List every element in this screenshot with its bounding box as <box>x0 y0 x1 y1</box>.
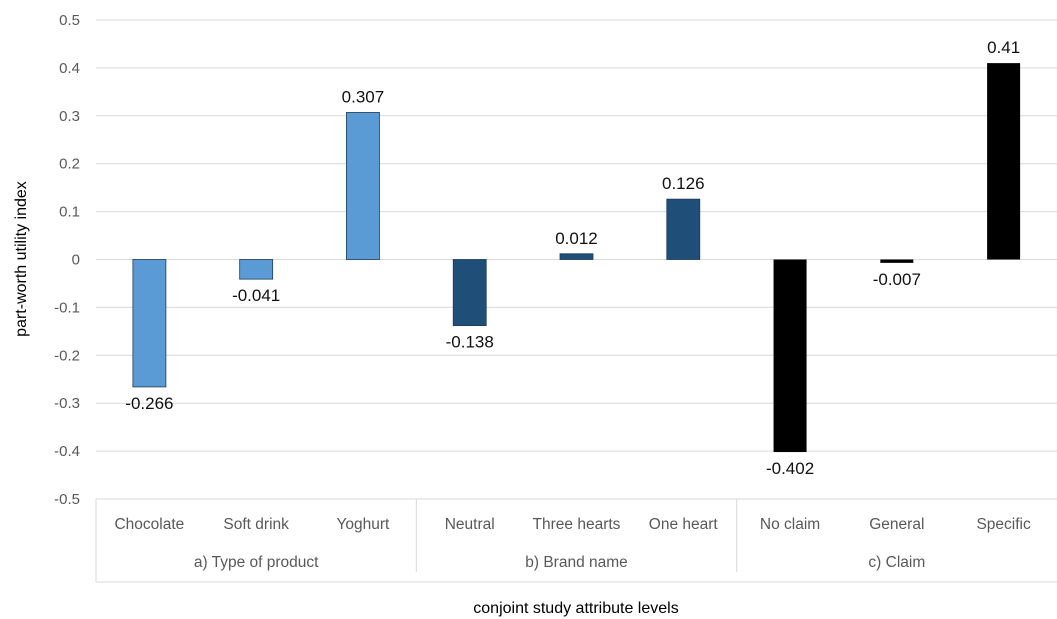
y-tick-label: 0.5 <box>59 12 80 29</box>
y-axis-title: part-worth utility index <box>13 181 30 337</box>
y-tick-label: -0.1 <box>54 299 80 316</box>
bar <box>346 112 380 260</box>
y-axis-tick-labels: 0.5 0.4 0.3 0.2 0.1 0 -0.1 -0.2 -0.3 -0.4 -0.5 <box>54 12 80 508</box>
bar <box>880 259 914 263</box>
x-category-label: No claim <box>760 516 820 533</box>
y-tick-label: 0.2 <box>59 156 80 173</box>
bar <box>239 259 274 280</box>
y-tick-label: 0 <box>72 252 80 269</box>
x-category-label: Yoghurt <box>337 516 391 533</box>
data-label: -0.007 <box>873 270 921 289</box>
bar <box>452 259 487 327</box>
x-axis-title: conjoint study attribute levels <box>473 600 678 617</box>
x-category-label: Soft drink <box>223 516 289 533</box>
bar <box>987 63 1021 260</box>
data-label: -0.266 <box>125 394 173 413</box>
y-tick-label: 0.1 <box>59 204 80 221</box>
y-tick-label: -0.5 <box>54 491 80 508</box>
data-label: 0.307 <box>342 87 385 106</box>
data-label: 0.126 <box>662 174 705 193</box>
x-category-label: Chocolate <box>114 516 184 533</box>
data-label: -0.402 <box>766 459 814 478</box>
x-group-label: b) Brand name <box>525 554 628 571</box>
data-label: -0.041 <box>232 286 280 305</box>
x-category-label: Three hearts <box>533 516 621 533</box>
bar <box>666 198 701 260</box>
bars: -0.266 -0.041 0.307 -0.138 0.012 0.126 -0.402 -… <box>125 38 1020 478</box>
bar <box>132 259 167 388</box>
data-label: -0.138 <box>446 333 494 352</box>
x-group-label: a) Type of product <box>194 554 319 571</box>
bar <box>773 259 807 453</box>
x-category-label: General <box>869 516 924 533</box>
y-tick-label: -0.2 <box>54 347 80 364</box>
y-tick-label: 0.3 <box>59 108 80 125</box>
x-category-label: One heart <box>649 516 719 533</box>
y-tick-label: -0.4 <box>54 443 80 460</box>
x-axis: Chocolate Soft drink Yoghurt a) Type of pro… <box>95 499 1057 583</box>
y-tick-label: 0.4 <box>59 60 80 77</box>
x-category-label: Neutral <box>445 516 495 533</box>
x-category-label: Specific <box>976 516 1031 533</box>
data-label: 0.41 <box>987 38 1020 57</box>
x-group-label: c) Claim <box>868 554 925 571</box>
y-tick-label: -0.3 <box>54 395 80 412</box>
bar <box>559 253 594 260</box>
data-label: 0.012 <box>555 229 598 248</box>
